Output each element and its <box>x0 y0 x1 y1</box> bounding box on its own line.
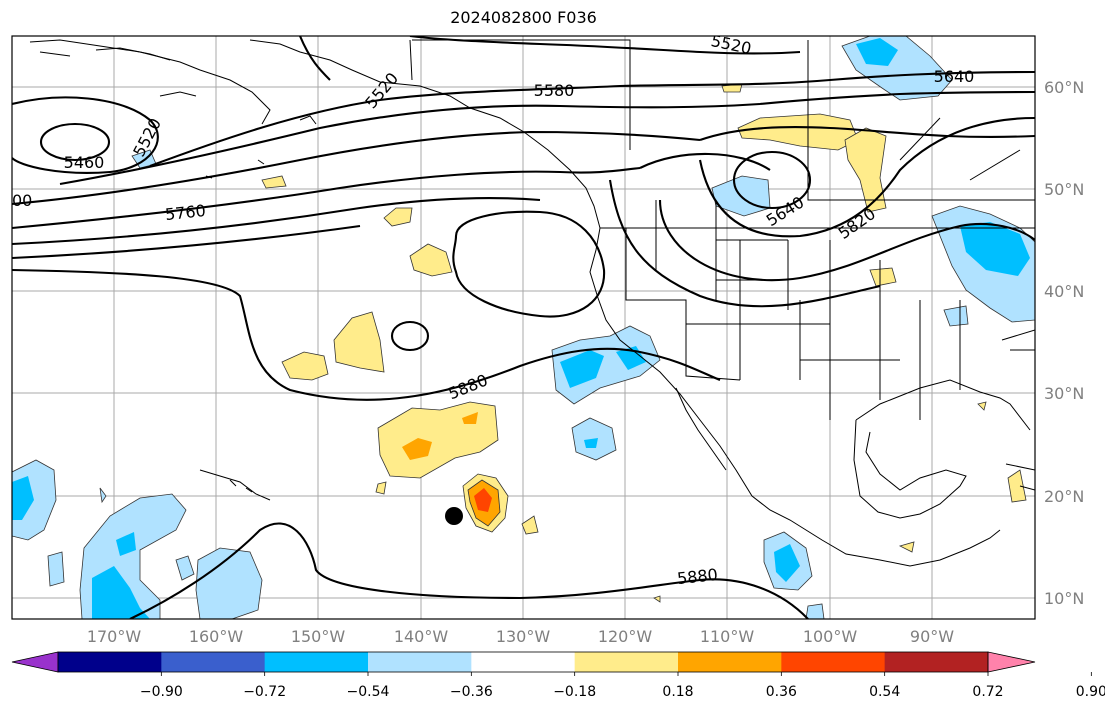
colorbar-tick-label: −0.54 <box>347 684 390 700</box>
lat-label: 30°N <box>1044 384 1084 403</box>
negative-anomaly-shading <box>12 36 1035 619</box>
positive-anomaly-shading <box>261 83 1027 603</box>
colorbar-tick-label: −0.72 <box>243 684 286 700</box>
contour-label: 5580 <box>534 81 575 100</box>
colorbar-swatch <box>264 652 369 672</box>
colorbar: −0.90 −0.72 −0.54 −0.36 −0.18 0.18 0.36 0.54 0.7… <box>11 651 1105 700</box>
colorbar-tick-label: 0.54 <box>869 684 900 700</box>
lon-label: 160°W <box>189 627 244 646</box>
colorbar-swatch <box>781 652 886 672</box>
colorbar-extend-min <box>11 651 59 673</box>
lon-label: 100°W <box>803 627 858 646</box>
map-title: 2024082800 F036 <box>450 8 597 27</box>
colorbar-tick-label: 0.36 <box>766 684 797 700</box>
coastlines-and-borders <box>29 39 1035 567</box>
colorbar-swatch <box>161 652 266 672</box>
colorbar-swatch <box>678 652 782 672</box>
map-frame <box>11 35 1036 620</box>
colorbar-swatch <box>58 652 162 672</box>
lon-label: 90°W <box>910 627 954 646</box>
colorbar-extend-max <box>987 651 1036 673</box>
colorbar-tick-label: 0.90 <box>1076 684 1105 700</box>
colorbar-tick-label: 0.72 <box>972 684 1003 700</box>
storm-center-marker <box>445 507 463 525</box>
colorbar-swatch <box>884 652 989 672</box>
lat-label: 50°N <box>1044 180 1084 199</box>
contour-label: 5520 <box>361 69 402 112</box>
lon-label: 150°W <box>291 627 346 646</box>
longitude-labels: 170°W 160°W 150°W 140°W 130°W 120°W 110°… <box>87 627 954 646</box>
contour-label: 5460 <box>64 153 105 172</box>
lon-label: 140°W <box>394 627 449 646</box>
lon-label: 110°W <box>700 627 755 646</box>
lon-label: 170°W <box>87 627 142 646</box>
colorbar-tick-label: −0.90 <box>140 684 183 700</box>
colorbar-swatch <box>368 652 472 672</box>
colorbar-frame <box>57 651 989 673</box>
contour-label: 5640 <box>934 67 975 86</box>
lat-label: 60°N <box>1044 78 1084 97</box>
colorbar-tick-label: −0.36 <box>450 684 493 700</box>
contour-label: 5880 <box>446 370 491 403</box>
lon-label: 120°W <box>598 627 653 646</box>
contour-label: 5880 <box>676 565 718 588</box>
lat-label: 10°N <box>1044 589 1084 608</box>
colorbar-swatch <box>471 652 576 672</box>
lat-label: 40°N <box>1044 282 1084 301</box>
lat-label: 20°N <box>1044 487 1084 506</box>
contour-label: 5520 <box>129 115 165 160</box>
contour-label: 5760 <box>164 201 206 224</box>
colorbar-tick-label: 0.18 <box>662 684 693 700</box>
colorbar-swatch <box>574 652 679 672</box>
contour-label: 5520 <box>709 31 753 58</box>
colorbar-tick-label: −0.18 <box>553 684 596 700</box>
lon-label: 130°W <box>496 627 551 646</box>
height-contours <box>12 36 1035 619</box>
latitude-labels: 60°N 50°N 40°N 30°N 20°N 10°N <box>1044 78 1084 608</box>
contour-label: 5700 <box>0 191 32 210</box>
